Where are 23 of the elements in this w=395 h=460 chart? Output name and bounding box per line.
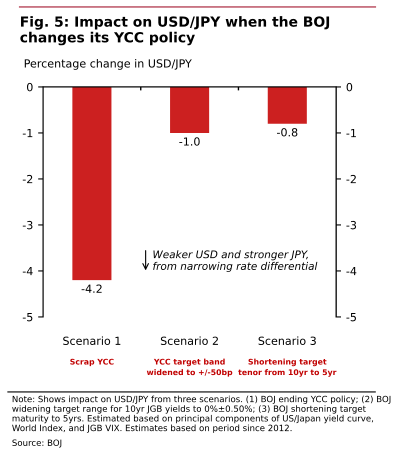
y-tick-label: -4 — [22, 267, 33, 276]
y-tick-label: 0 — [26, 82, 33, 92]
y-tick-label: -5 — [22, 313, 32, 322]
annotation: Weaker USD and stronger JPY, from narrowing rate differential — [153, 250, 318, 272]
y2-tick-label: -3 — [346, 220, 356, 230]
y-axis-title: Percentage change in USD/JPY — [24, 59, 192, 70]
y-tick-label: -3 — [22, 220, 32, 230]
x-tick-label: Scenario 2 — [160, 336, 218, 345]
y2-tick-label: -2 — [346, 174, 356, 184]
source-note: Source: BOJ — [12, 439, 62, 448]
text: Note: Shows impact on USD/JPY from three scenarios. (1) BOJ ending YCC policy; (2) BOJ widening target range for 10yr JGB yields to 0%±0.50%; (3) BOJ shortening target maturity to 5yrs. Estimated based on principal components of US/Japan yield curve, World Index, and JGB VIX. Estimates based on period since 2012. — [12, 396, 390, 433]
data-label: -0.8 — [277, 128, 298, 137]
data-label: -1.0 — [179, 137, 200, 146]
x-tick-label: Scenario 3 — [258, 336, 316, 345]
y-tick-label: -1 — [22, 129, 32, 138]
data-label: -4.2 — [82, 284, 102, 293]
y2-tick-label: -5 — [346, 313, 356, 322]
y2-tick-label: -4 — [346, 267, 356, 276]
y2-tick-label: 0 — [346, 82, 352, 92]
y-tick-label: -2 — [22, 174, 32, 184]
chart-title: Fig. 5: Impact on USD/JPY when the BOJ changes its YCC policy — [20, 16, 330, 46]
y2-tick-label: -1 — [346, 129, 356, 138]
x-tick-label: Scenario 1 — [63, 336, 120, 345]
